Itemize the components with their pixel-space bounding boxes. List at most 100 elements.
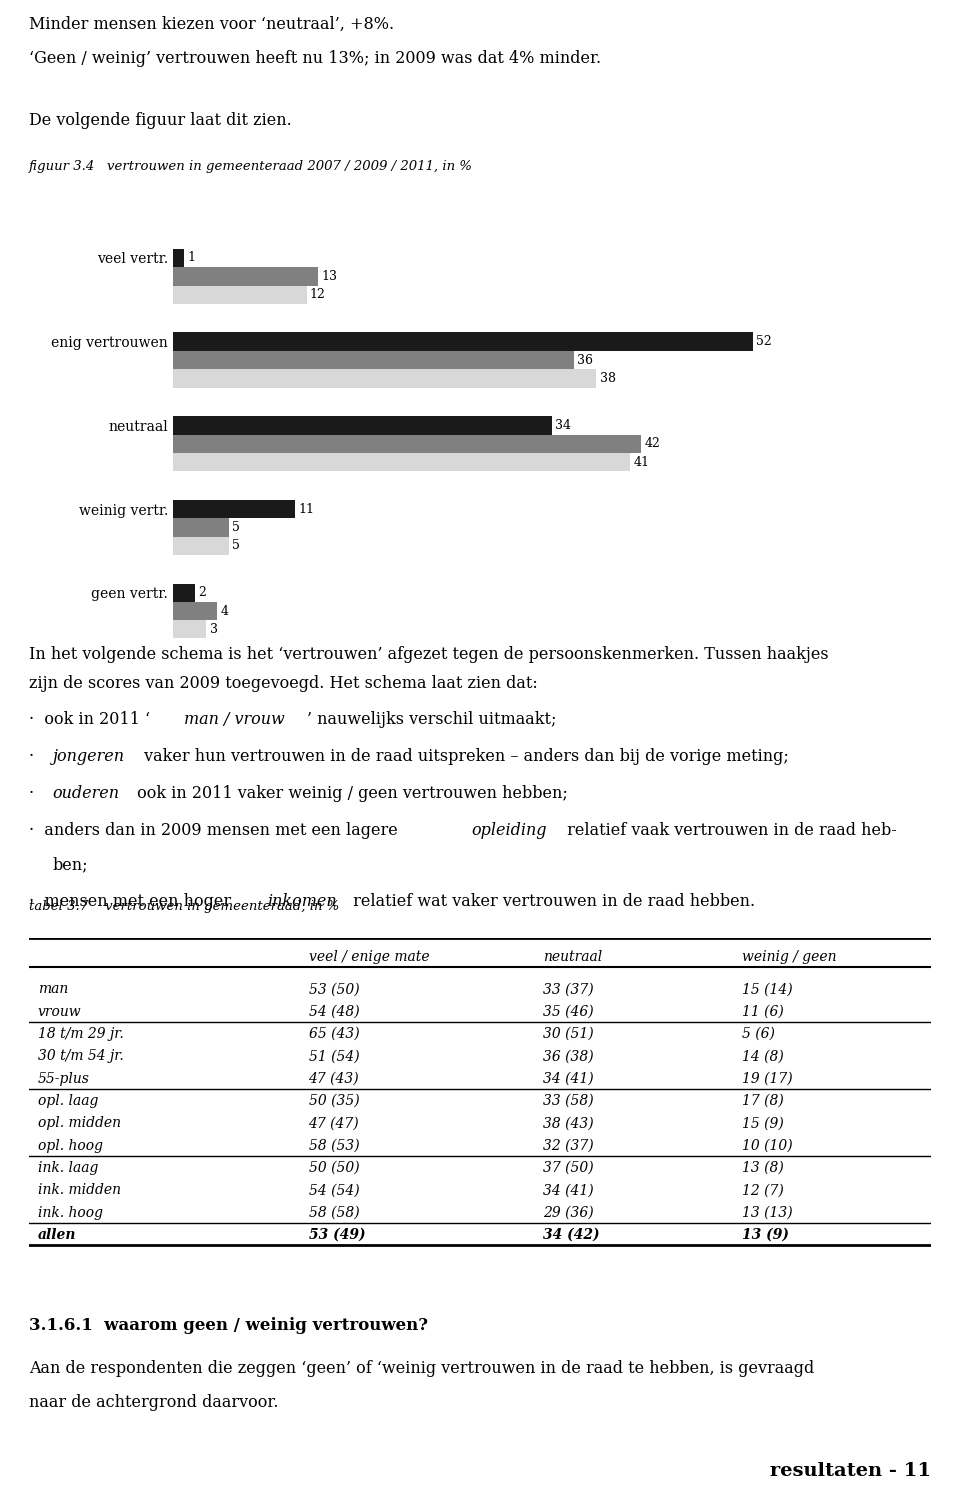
Text: 65 (43): 65 (43) [308, 1027, 359, 1042]
Text: 38 (43): 38 (43) [543, 1117, 594, 1130]
Text: ook in 2011 vaker weinig / geen vertrouwen hebben;: ook in 2011 vaker weinig / geen vertrouw… [132, 785, 567, 802]
Bar [173, 453, 630, 471]
Text: 19 (17): 19 (17) [742, 1072, 792, 1085]
Text: 1: 1 [187, 251, 195, 264]
Bar [173, 537, 228, 555]
Text: neutraal: neutraal [543, 950, 603, 964]
Text: 13 (9): 13 (9) [742, 1228, 789, 1241]
Text: 54 (48): 54 (48) [308, 1004, 359, 1019]
Text: ·  mensen met een hoger: · mensen met een hoger [29, 893, 236, 910]
Text: inkomen: inkomen [267, 893, 337, 910]
Text: ·: · [29, 785, 44, 802]
Text: 53 (49): 53 (49) [308, 1228, 365, 1241]
Text: ink. hoog: ink. hoog [37, 1205, 103, 1220]
Text: ·  ook in 2011 ‘: · ook in 2011 ‘ [29, 711, 150, 728]
Text: zijn de scores van 2009 toegevoegd. Het schema laat zien dat:: zijn de scores van 2009 toegevoegd. Het … [29, 675, 538, 692]
Text: jongeren: jongeren [53, 749, 125, 766]
Text: relatief wat vaker vertrouwen in de raad hebben.: relatief wat vaker vertrouwen in de raad… [348, 893, 756, 910]
Text: Aan de respondenten die zeggen ‘geen’ of ‘weinig vertrouwen in de raad te hebben: Aan de respondenten die zeggen ‘geen’ of… [29, 1360, 814, 1376]
Text: 34 (42): 34 (42) [543, 1228, 600, 1241]
Text: 3.1.6.1  waarom geen / weinig vertrouwen?: 3.1.6.1 waarom geen / weinig vertrouwen? [29, 1316, 428, 1334]
Text: 12: 12 [310, 288, 325, 302]
Text: 5: 5 [232, 521, 240, 534]
Text: 37 (50): 37 (50) [543, 1160, 594, 1175]
Text: 58 (53): 58 (53) [308, 1139, 359, 1153]
Text: 42: 42 [644, 437, 660, 450]
Text: 11: 11 [299, 503, 315, 515]
Text: 32 (37): 32 (37) [543, 1139, 594, 1153]
Text: 5: 5 [232, 539, 240, 552]
Text: opleiding: opleiding [471, 823, 547, 839]
Bar [173, 285, 306, 303]
Text: man: man [37, 982, 68, 997]
Text: ink. laag: ink. laag [37, 1160, 98, 1175]
Text: opl. midden: opl. midden [37, 1117, 121, 1130]
Text: 54 (54): 54 (54) [308, 1183, 359, 1198]
Text: 15 (14): 15 (14) [742, 982, 792, 997]
Text: 14 (8): 14 (8) [742, 1049, 783, 1063]
Text: naar de achtergrond daarvoor.: naar de achtergrond daarvoor. [29, 1393, 278, 1411]
Text: ·: · [29, 749, 44, 766]
Bar [173, 584, 195, 602]
Text: allen: allen [37, 1228, 77, 1241]
Text: ‘Geen / weinig’ vertrouwen heeft nu 13%; in 2009 was dat 4% minder.: ‘Geen / weinig’ vertrouwen heeft nu 13%;… [29, 51, 601, 68]
Text: 4: 4 [221, 605, 228, 617]
Text: 50 (50): 50 (50) [308, 1160, 359, 1175]
Text: resultaten - 11: resultaten - 11 [770, 1462, 931, 1480]
Text: 2: 2 [199, 587, 206, 599]
Text: Minder mensen kiezen voor ‘neutraal’, +8%.: Minder mensen kiezen voor ‘neutraal’, +8… [29, 17, 394, 33]
Text: 30 (51): 30 (51) [543, 1027, 594, 1042]
Text: 5 (6): 5 (6) [742, 1027, 775, 1042]
Text: 47 (43): 47 (43) [308, 1072, 359, 1085]
Text: 11 (6): 11 (6) [742, 1004, 783, 1019]
Text: ben;: ben; [53, 856, 88, 874]
Text: vrouw: vrouw [37, 1004, 82, 1019]
Bar [173, 351, 574, 369]
Text: man / vrouw: man / vrouw [184, 711, 285, 728]
Text: In het volgende schema is het ‘vertrouwen’ afgezet tegen de persoonskenmerken. T: In het volgende schema is het ‘vertrouwe… [29, 645, 828, 663]
Text: 36: 36 [578, 354, 593, 366]
Text: 51 (54): 51 (54) [308, 1049, 359, 1063]
Text: figuur 3.4   vertrouwen in gemeenteraad 2007 / 2009 / 2011, in %: figuur 3.4 vertrouwen in gemeenteraad 20… [29, 161, 472, 173]
Text: relatief vaak vertrouwen in de raad heb-: relatief vaak vertrouwen in de raad heb- [562, 823, 897, 839]
Text: 15 (9): 15 (9) [742, 1117, 783, 1130]
Text: 41: 41 [634, 456, 649, 468]
Text: 35 (46): 35 (46) [543, 1004, 594, 1019]
Bar [173, 267, 318, 285]
Text: tabel 3.7    vertrouwen in gemeenteraad, in %: tabel 3.7 vertrouwen in gemeenteraad, in… [29, 901, 339, 913]
Text: weinig / geen: weinig / geen [742, 950, 836, 964]
Text: opl. hoog: opl. hoog [37, 1139, 103, 1153]
Bar [173, 332, 753, 351]
Text: 13 (13): 13 (13) [742, 1205, 792, 1220]
Text: vaker hun vertrouwen in de raad uitspreken – anders dan bij de vorige meting;: vaker hun vertrouwen in de raad uitsprek… [139, 749, 789, 766]
Text: 29 (36): 29 (36) [543, 1205, 594, 1220]
Text: 34: 34 [555, 419, 571, 432]
Bar [173, 500, 296, 518]
Text: opl. laag: opl. laag [37, 1094, 98, 1108]
Text: 55-plus: 55-plus [37, 1072, 89, 1085]
Text: 33 (58): 33 (58) [543, 1094, 594, 1108]
Text: 50 (35): 50 (35) [308, 1094, 359, 1108]
Text: 17 (8): 17 (8) [742, 1094, 783, 1108]
Text: 10 (10): 10 (10) [742, 1139, 792, 1153]
Bar [173, 620, 206, 639]
Bar [173, 369, 596, 387]
Text: ’ nauwelijks verschil uitmaakt;: ’ nauwelijks verschil uitmaakt; [307, 711, 557, 728]
Text: ouderen: ouderen [53, 785, 120, 802]
Text: 52: 52 [756, 335, 772, 348]
Text: 33 (37): 33 (37) [543, 982, 594, 997]
Text: De volgende figuur laat dit zien.: De volgende figuur laat dit zien. [29, 113, 292, 129]
Text: 34 (41): 34 (41) [543, 1072, 594, 1085]
Text: ink. midden: ink. midden [37, 1183, 121, 1198]
Text: 58 (58): 58 (58) [308, 1205, 359, 1220]
Text: 18 t/m 29 jr.: 18 t/m 29 jr. [37, 1027, 124, 1042]
Text: 38: 38 [600, 372, 615, 384]
Bar [173, 416, 552, 434]
Text: 30 t/m 54 jr.: 30 t/m 54 jr. [37, 1049, 124, 1063]
Bar [173, 249, 184, 267]
Text: 36 (38): 36 (38) [543, 1049, 594, 1063]
Text: 47 (47): 47 (47) [308, 1117, 359, 1130]
Text: veel / enige mate: veel / enige mate [308, 950, 429, 964]
Text: 12 (7): 12 (7) [742, 1183, 783, 1198]
Text: 3: 3 [209, 623, 218, 636]
